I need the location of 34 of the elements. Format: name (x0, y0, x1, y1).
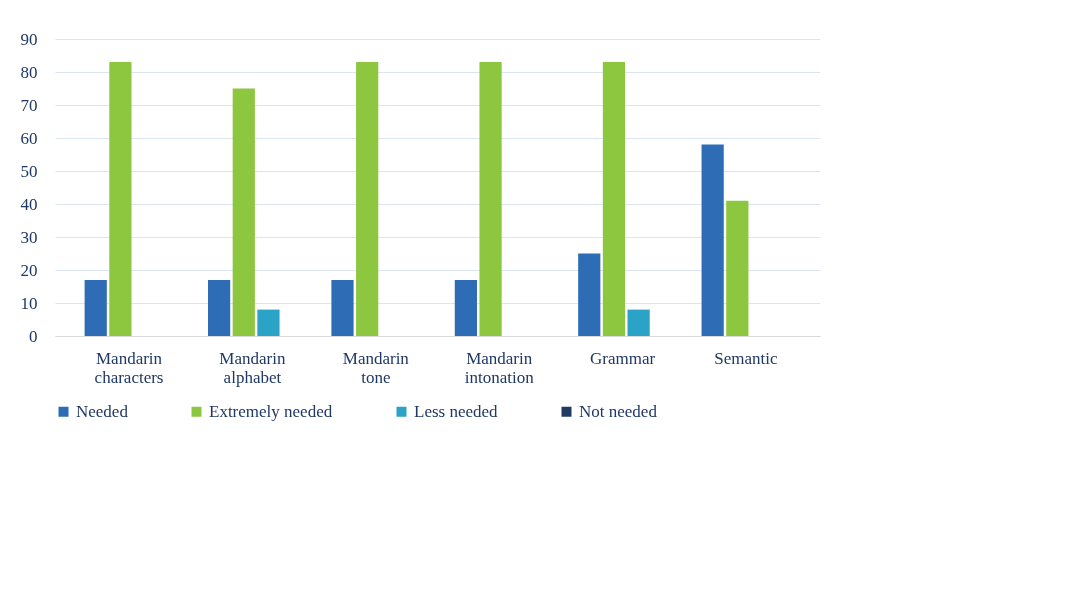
y-tick-label: 60 (20, 128, 38, 148)
y-tick-label: 20 (20, 260, 38, 280)
x-tick-label: Mandarin intonation (464, 348, 535, 387)
legend-label: Extremely needed (209, 401, 333, 421)
legend-label: Needed (76, 401, 129, 421)
y-tick-label: 40 (20, 194, 38, 214)
x-tick-label: Mandarin alphabet (219, 348, 286, 387)
bar (602, 62, 626, 336)
bar (331, 279, 354, 336)
bar (479, 62, 502, 336)
bar (232, 88, 255, 336)
bar (578, 253, 601, 336)
bar (627, 309, 650, 336)
bar (356, 62, 379, 336)
legend-label: Not needed (579, 401, 658, 421)
y-tick-label: 80 (20, 62, 38, 82)
x-tick-label: Semantic (714, 348, 779, 368)
x-tick-label: Mandarin characters (94, 348, 164, 387)
bar (257, 309, 280, 336)
bar (726, 200, 749, 336)
y-tick-label: 90 (20, 29, 38, 49)
bar (454, 279, 477, 336)
y-tick-label: 0 (29, 326, 38, 346)
y-tick-label: 50 (20, 161, 38, 181)
bar (208, 279, 231, 336)
y-tick-label: 10 (20, 293, 38, 313)
bar (701, 144, 724, 336)
x-tick-label: Mandarin tone (342, 348, 410, 387)
legend-label: Less needed (414, 401, 499, 421)
bar (109, 62, 132, 336)
bar (84, 279, 107, 336)
y-tick-label: 30 (20, 227, 38, 247)
y-tick-label: 70 (20, 95, 38, 115)
x-tick-label: Grammar (590, 348, 656, 368)
